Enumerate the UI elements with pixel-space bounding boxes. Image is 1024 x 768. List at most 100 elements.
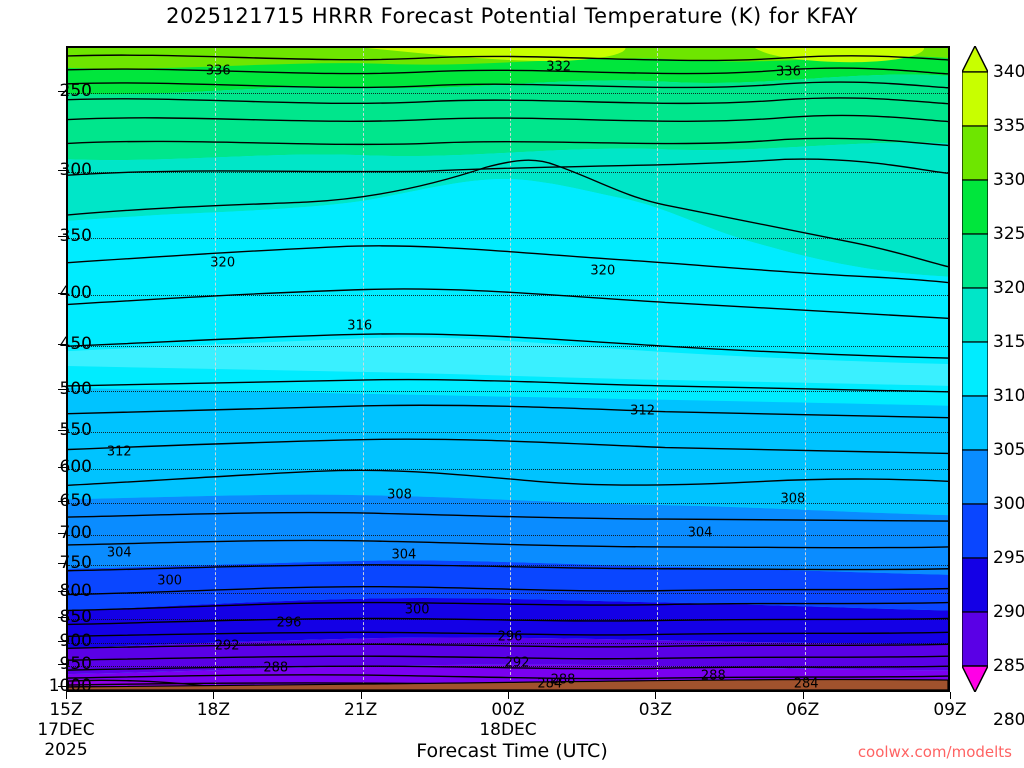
contour-label: 308 bbox=[387, 487, 412, 503]
y-axis-tick bbox=[58, 169, 66, 171]
y-axis-label: 700 bbox=[59, 523, 92, 544]
y-axis-tick bbox=[58, 429, 66, 431]
pressure-gridline bbox=[68, 295, 948, 297]
terrain-layer bbox=[68, 48, 948, 690]
contour-label: 288 bbox=[550, 672, 576, 688]
contour-label: 332 bbox=[546, 59, 572, 75]
colorbar-tick-label: 330 bbox=[993, 170, 1024, 190]
plot-area: 336 332 336 320 320 316 312 312 308 308 304 304 304 3… bbox=[66, 46, 950, 692]
y-axis-label: 300 bbox=[59, 159, 92, 180]
contour-label: 308 bbox=[780, 491, 806, 507]
pressure-gridline bbox=[68, 592, 948, 594]
y-axis-label: 650 bbox=[59, 491, 92, 512]
colorbar-tick-label: 340 bbox=[993, 62, 1024, 82]
time-gridline bbox=[657, 48, 659, 690]
x-axis-date-label: 18DEC bbox=[479, 720, 537, 740]
y-axis-label: 600 bbox=[59, 457, 92, 478]
y-axis-label: 750 bbox=[59, 552, 92, 573]
x-axis-label: 00Z bbox=[491, 700, 525, 720]
y-axis-label: 950 bbox=[59, 654, 92, 675]
time-gridline bbox=[362, 48, 364, 690]
y-axis-tick bbox=[58, 91, 66, 93]
x-axis-date-label: 17DEC bbox=[37, 720, 95, 740]
pressure-gridline bbox=[68, 431, 948, 433]
y-axis-tick bbox=[58, 533, 66, 535]
pressure-gridline bbox=[68, 618, 948, 620]
colorbar-tick-label: 310 bbox=[993, 386, 1024, 406]
x-axis-label: 21Z bbox=[344, 700, 378, 720]
x-axis-tick bbox=[508, 692, 509, 699]
y-axis-label: 1000 bbox=[48, 676, 92, 697]
contour-label: 292 bbox=[504, 655, 530, 671]
contour-label: 320 bbox=[590, 263, 616, 279]
y-axis-label: 450 bbox=[59, 333, 92, 354]
x-axis-label: 09Z bbox=[933, 700, 967, 720]
pressure-gridline bbox=[68, 390, 948, 392]
pressure-gridline bbox=[68, 237, 948, 239]
colorbar-tick-label: 320 bbox=[993, 278, 1024, 298]
contour-label: 292 bbox=[214, 638, 240, 654]
colorbar-tick-label: 305 bbox=[993, 440, 1024, 460]
y-axis-label: 500 bbox=[59, 378, 92, 399]
x-axis-label: 06Z bbox=[786, 700, 820, 720]
pressure-gridline bbox=[68, 643, 948, 645]
x-axis-tick bbox=[66, 692, 67, 699]
contour-label: 288 bbox=[700, 668, 726, 684]
contour-label: 312 bbox=[630, 403, 656, 419]
contour-labels-layer: 336 332 336 320 320 316 312 312 308 308 304 304 304 3… bbox=[68, 48, 948, 690]
time-gridline bbox=[804, 48, 806, 690]
contour-label: 284 bbox=[793, 676, 819, 692]
contour-label: 304 bbox=[687, 525, 713, 540]
pressure-gridline bbox=[68, 93, 948, 95]
time-gridline bbox=[510, 48, 511, 690]
y-axis-tick bbox=[58, 343, 66, 345]
contour-label: 296 bbox=[497, 629, 523, 645]
y-axis-tick bbox=[58, 501, 66, 503]
contour-label: 284 bbox=[537, 676, 563, 692]
terrain-svg bbox=[68, 678, 948, 690]
y-axis-tick bbox=[58, 664, 66, 666]
pressure-gridline bbox=[68, 564, 948, 566]
pressure-gridline bbox=[68, 503, 948, 505]
contour-label: 300 bbox=[404, 602, 430, 618]
pressure-gridline bbox=[68, 666, 948, 668]
colorbar-tick-label: 295 bbox=[993, 548, 1024, 568]
y-axis-tick bbox=[58, 388, 66, 390]
y-axis-label: 250 bbox=[59, 81, 92, 102]
colorbar-tick-label: 315 bbox=[993, 332, 1024, 352]
y-axis-tick bbox=[58, 562, 66, 564]
pressure-gridline bbox=[68, 535, 948, 537]
credit-watermark: coolwx.com/modelts bbox=[857, 743, 1012, 761]
contour-label: 296 bbox=[276, 615, 302, 631]
contour-label: 320 bbox=[210, 255, 236, 271]
colorbar-tick-label: 280 bbox=[993, 710, 1024, 730]
terrain-fill bbox=[68, 678, 948, 690]
x-axis-label: 15Z bbox=[49, 700, 83, 720]
x-axis-tick bbox=[360, 692, 362, 699]
y-axis-label: 350 bbox=[59, 225, 92, 246]
y-axis-label: 900 bbox=[59, 631, 92, 652]
contour-label: 336 bbox=[776, 64, 801, 80]
pressure-gridline bbox=[68, 469, 948, 471]
contour-label: 304 bbox=[391, 547, 417, 563]
pressure-gridline bbox=[68, 345, 948, 347]
y-axis-label: 800 bbox=[59, 580, 92, 601]
y-axis-label: 400 bbox=[59, 283, 92, 304]
y-axis-tick bbox=[58, 235, 66, 237]
y-axis-tick bbox=[58, 641, 66, 643]
colorbar-tick-label: 285 bbox=[993, 656, 1024, 676]
colorbar-svg bbox=[962, 46, 988, 692]
time-gridline bbox=[215, 48, 217, 690]
x-axis-tick bbox=[655, 692, 657, 699]
x-axis-title: Forecast Time (UTC) bbox=[416, 740, 608, 762]
x-axis-tick bbox=[213, 692, 215, 699]
x-axis-tick bbox=[950, 692, 951, 699]
contour-label: 304 bbox=[106, 545, 132, 561]
y-axis-label: 850 bbox=[59, 606, 92, 627]
contour-label: 312 bbox=[106, 444, 132, 460]
y-axis-tick bbox=[58, 590, 66, 592]
contour-label: 288 bbox=[263, 660, 289, 676]
contour-label: 316 bbox=[347, 318, 373, 334]
colorbar bbox=[962, 46, 988, 692]
